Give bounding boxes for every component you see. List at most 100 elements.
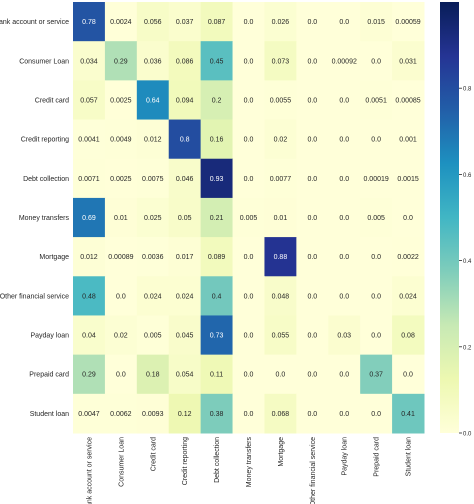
heatmap-cell — [232, 119, 265, 160]
cell-value-label: 0.005 — [144, 333, 162, 340]
heatmap-cell — [232, 276, 265, 316]
cell-value-label: 0.026 — [272, 19, 290, 26]
y-tick-label: Credit card — [35, 97, 69, 104]
heatmap-cell — [264, 315, 297, 356]
heatmap-cell — [168, 119, 202, 160]
colorbar: 0.0 0.2 0.4 0.6 0.8 — [440, 2, 472, 438]
cell-value-label: 0.0 — [116, 293, 126, 300]
x-tick-label: Prepaid card — [374, 437, 381, 477]
cell-value-label: 0.00089 — [108, 254, 133, 261]
cell-value-label: 0.024 — [176, 293, 194, 300]
cell-value-label: 0.12 — [178, 411, 192, 418]
heatmap-cell — [200, 119, 234, 160]
cell-value-label: 0.88 — [274, 254, 288, 261]
cell-value-label: 0.38 — [210, 411, 224, 418]
heatmap-cell — [104, 41, 138, 81]
cell-value-label: 0.0071 — [78, 176, 100, 183]
cell-value-label: 0.068 — [272, 411, 290, 418]
x-tick-label: Credit reporting — [182, 437, 189, 485]
cell-value-label: 0.00059 — [395, 19, 420, 26]
heatmap-cell — [328, 197, 361, 238]
heatmap-cell — [200, 276, 234, 316]
cell-value-label: 0.0 — [244, 254, 254, 261]
cell-value-label: 0.0049 — [110, 137, 132, 144]
heatmap-cell — [168, 158, 202, 199]
cell-value-label: 0.094 — [176, 97, 194, 104]
y-tick-label: Mortgage — [39, 254, 69, 261]
heatmap-cell — [360, 197, 393, 238]
heatmap-cell — [73, 119, 106, 160]
heatmap-cell — [136, 80, 170, 121]
y-tick-label: Bank account or service — [0, 19, 69, 26]
heatmap-cell — [392, 2, 425, 42]
heatmap-cell — [73, 41, 106, 81]
cell-value-label: 0.8 — [180, 137, 190, 144]
cell-value-label: 0.0 — [339, 176, 349, 183]
cell-value-label: 0.64 — [146, 97, 160, 104]
heatmap-cell — [328, 41, 361, 81]
x-tick-label: Bank account or service — [86, 437, 93, 504]
cell-value-label: 0.0 — [307, 254, 317, 261]
cell-value-label: 0.0 — [339, 254, 349, 261]
cell-value-label: 0.0 — [244, 19, 254, 26]
heatmap-cell — [232, 2, 265, 42]
heatmap-cell — [136, 276, 170, 316]
cell-value-label: 0.0 — [403, 215, 413, 222]
heatmap-cell — [168, 41, 202, 81]
heatmap-cell — [136, 354, 170, 395]
cell-value-label: 0.0 — [244, 411, 254, 418]
cell-value-label: 0.00019 — [363, 176, 388, 183]
cell-value-label: 0.45 — [210, 58, 224, 65]
heatmap-cell — [296, 158, 329, 199]
cell-value-label: 0.0 — [244, 333, 254, 340]
cell-value-label: 0.001 — [399, 137, 417, 144]
cell-value-label: 0.0 — [339, 137, 349, 144]
cell-value-label: 0.045 — [176, 333, 194, 340]
cell-value-label: 0.034 — [80, 58, 98, 65]
heatmap-cell — [392, 41, 425, 81]
cell-value-label: 0.0 — [307, 176, 317, 183]
heatmap-cell — [73, 393, 106, 434]
heatmap-cell — [73, 2, 106, 42]
heatmap-cell — [104, 315, 138, 356]
heatmap-cell — [168, 80, 202, 121]
x-tick-label: Payday loan — [342, 437, 349, 476]
y-tick-label: Debt collection — [23, 176, 69, 183]
cell-value-label: 0.025 — [144, 215, 162, 222]
cell-value-label: 0.012 — [80, 254, 98, 261]
cell-value-label: 0.18 — [146, 372, 160, 379]
cell-value-label: 0.0 — [244, 137, 254, 144]
heatmap-cell — [200, 197, 234, 238]
heatmap-cell — [392, 158, 425, 199]
cell-value-label: 0.048 — [272, 293, 290, 300]
heatmap-cell — [232, 80, 265, 121]
heatmap-cell — [200, 80, 234, 121]
heatmap-cell — [264, 197, 297, 238]
heatmap-cell — [200, 315, 234, 356]
cell-value-label: 0.036 — [144, 58, 162, 65]
cell-value-label: 0.086 — [176, 58, 194, 65]
heatmap-cell — [328, 393, 361, 434]
heatmap-cell — [73, 276, 106, 316]
cell-value-label: 0.087 — [208, 19, 226, 26]
heatmap-cell — [168, 2, 202, 42]
heatmap-cell — [200, 237, 234, 277]
y-tick-label: Prepaid card — [29, 372, 69, 379]
colorbar-tick-label: 0.8 — [463, 87, 472, 93]
x-tick-label: Debt collection — [214, 437, 221, 483]
heatmap-cell — [136, 2, 170, 42]
cell-value-label: 0.012 — [144, 137, 162, 144]
cell-value-label: 0.017 — [176, 254, 194, 261]
x-tick-label: Consumer Loan — [118, 437, 125, 487]
cell-value-label: 0.015 — [367, 19, 385, 26]
heatmap-cells: 0.78 0.0024 0.056 0.037 0.087 0.0 0.026 0.0 0.0 0… — [73, 2, 425, 434]
cell-value-label: 0.005 — [367, 215, 385, 222]
heatmap-cell — [104, 158, 138, 199]
y-tick-label: Student loan — [30, 411, 69, 418]
heatmap-cell — [232, 393, 265, 434]
heatmap-cell — [264, 80, 297, 121]
cell-value-label: 0.0 — [244, 176, 254, 183]
cell-value-label: 0.0036 — [142, 254, 164, 261]
heatmap-cell — [360, 237, 393, 277]
heatmap-cell — [360, 2, 393, 42]
